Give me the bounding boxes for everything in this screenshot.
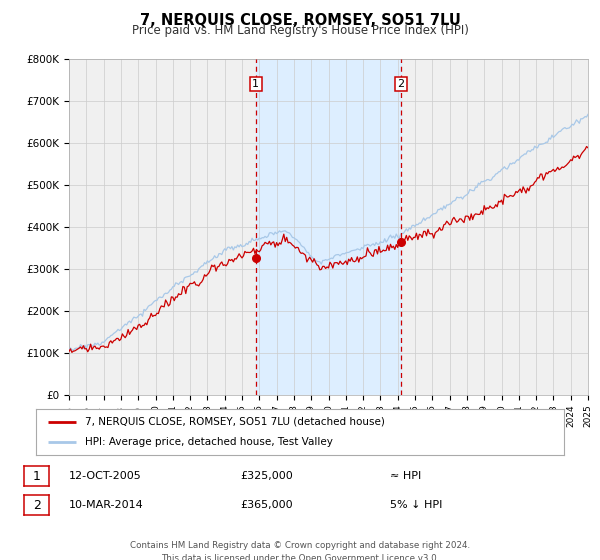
Text: 10-MAR-2014: 10-MAR-2014 — [69, 500, 144, 510]
Text: 1: 1 — [32, 469, 41, 483]
Text: HPI: Average price, detached house, Test Valley: HPI: Average price, detached house, Test… — [85, 437, 332, 447]
Text: 2: 2 — [32, 498, 41, 512]
Text: ≈ HPI: ≈ HPI — [390, 471, 421, 481]
Text: Price paid vs. HM Land Registry's House Price Index (HPI): Price paid vs. HM Land Registry's House … — [131, 24, 469, 37]
Bar — [256, 59, 401, 395]
Text: 7, NERQUIS CLOSE, ROMSEY, SO51 7LU: 7, NERQUIS CLOSE, ROMSEY, SO51 7LU — [140, 13, 460, 28]
Text: Contains HM Land Registry data © Crown copyright and database right 2024.
This d: Contains HM Land Registry data © Crown c… — [130, 541, 470, 560]
Text: 7, NERQUIS CLOSE, ROMSEY, SO51 7LU (detached house): 7, NERQUIS CLOSE, ROMSEY, SO51 7LU (deta… — [85, 417, 385, 427]
Text: 5% ↓ HPI: 5% ↓ HPI — [390, 500, 442, 510]
Text: £365,000: £365,000 — [240, 500, 293, 510]
Text: £325,000: £325,000 — [240, 471, 293, 481]
Text: 12-OCT-2005: 12-OCT-2005 — [69, 471, 142, 481]
Text: 1: 1 — [252, 79, 259, 89]
Text: 2: 2 — [397, 79, 404, 89]
